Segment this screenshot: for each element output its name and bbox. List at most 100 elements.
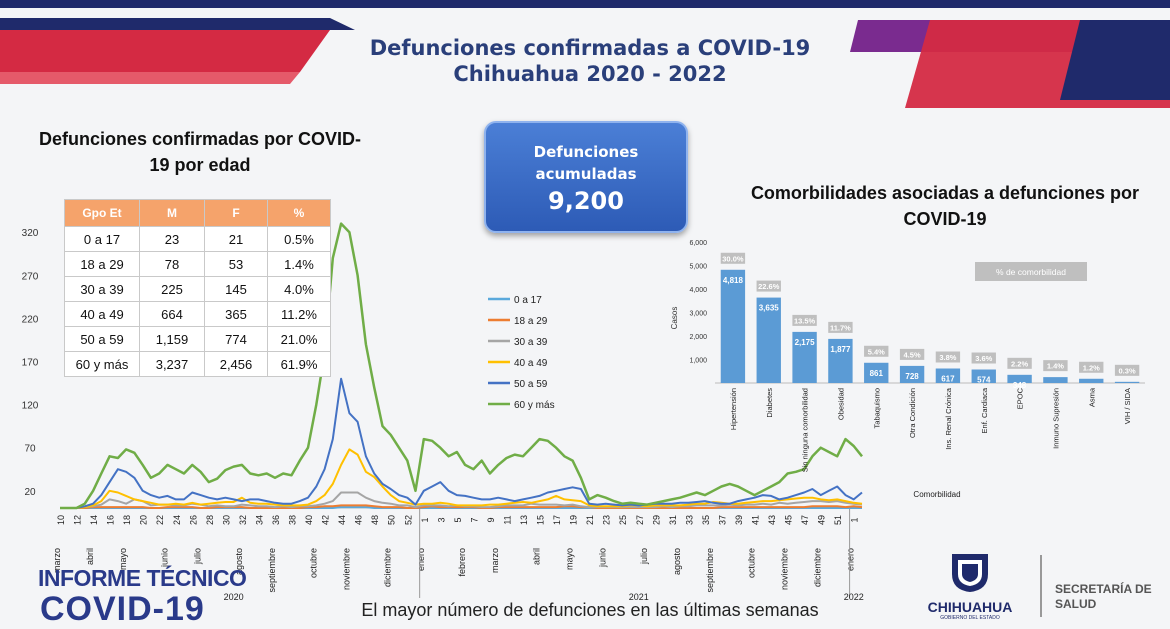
x-tick-label: 15 — [536, 515, 546, 525]
percent-label: 3.6% — [975, 354, 992, 363]
legend-box — [975, 262, 1087, 281]
bar-value-label: 348 — [1013, 381, 1027, 390]
x-tick-label: 5 — [453, 517, 463, 522]
brand-informe: INFORME TÉCNICO — [38, 565, 247, 591]
x-tick-label: 37 — [717, 515, 727, 525]
x-tick-label: 50 — [387, 515, 397, 525]
percent-label: 2.2% — [1011, 359, 1028, 368]
x-tick-label: 24 — [172, 515, 182, 525]
chihuahua-logo: CHIHUAHUA GOBIERNO DEL ESTADO — [920, 550, 1020, 621]
x-tick-label: 25 — [618, 515, 628, 525]
x-tick-label: 28 — [205, 515, 215, 525]
table-cell: 50 a 59 — [64, 326, 140, 352]
y-tick-label: 320 — [22, 228, 39, 239]
percent-label: 30.0% — [722, 254, 744, 263]
bar-category-label: Obesidad — [836, 388, 845, 420]
bar — [828, 338, 853, 383]
bar-category-label: Tabaquismo — [872, 388, 881, 428]
series-line-4 — [60, 377, 863, 509]
table-header-row: Gpo Et M F% — [64, 199, 331, 227]
banner-stripe-navy — [0, 18, 355, 30]
percent-label: 4.5% — [904, 350, 921, 359]
year-label: 2022 — [844, 592, 864, 602]
x-tick-label: 1 — [420, 517, 430, 522]
table-cell: 61.9% — [267, 351, 331, 377]
table-cell: 145 — [204, 276, 268, 302]
table-cell: 0.5% — [267, 226, 331, 252]
bar-category-label: Enf. Cardiaca — [980, 387, 989, 433]
bar — [935, 368, 961, 383]
percent-badge — [1043, 360, 1068, 372]
x-tick-label: 20 — [139, 515, 149, 525]
month-label: mayo — [118, 548, 128, 570]
bar-y-tick-label: 5,000 — [689, 264, 707, 271]
table-row: 30 a 39 225 145 4.0% — [64, 276, 331, 302]
month-label: junio — [598, 548, 608, 568]
accumulated-label-line1: Defunciones — [533, 143, 639, 161]
x-tick-label: 3 — [436, 517, 446, 522]
state-name: CHIHUAHUA — [927, 599, 1013, 615]
x-tick-label: 38 — [288, 515, 298, 525]
x-tick-label: 41 — [751, 515, 761, 525]
brand-covid: COVID-19 — [40, 590, 205, 628]
bar-category-label: Inmuno Supresión — [1051, 388, 1060, 449]
y-tick-label: 70 — [24, 444, 36, 455]
table-body: 0 a 17 23 21 0.5% 18 a 29 78 53 1.4% 30 a 39 225 1… — [64, 226, 331, 377]
bar — [1114, 381, 1140, 383]
month-label: abril — [85, 548, 95, 565]
percent-label: 1.4% — [1047, 362, 1064, 371]
y-tick-label: 120 — [22, 401, 39, 412]
x-tick-label: 11 — [502, 515, 512, 524]
month-label: marzo — [52, 548, 62, 573]
age-deaths-table: Gpo Et M F% 0 a 17 23 21 0.5% 18 a 29 78 53 1.4% 3… — [64, 199, 331, 377]
legend-label: 18 a 29 — [514, 316, 548, 327]
month-label: mayo — [565, 548, 575, 570]
x-tick-label: 52 — [403, 515, 413, 525]
table-cell: 3,237 — [139, 351, 205, 377]
bar — [1043, 377, 1068, 383]
y-tick-label: 220 — [22, 314, 39, 325]
comorbidity-bar-chart: 1,000 2,000 3,000 4,000 5,000 6,000 Casos 4,818… — [670, 240, 1145, 499]
table-cell: 78 — [139, 251, 205, 277]
table-cell: 60 y más — [64, 351, 140, 377]
bar-y-tick-label: 6,000 — [689, 240, 707, 247]
legend-label: 0 a 17 — [514, 295, 542, 306]
x-tick-label: 10 — [56, 515, 66, 525]
bar-value-label: 3,635 — [759, 304, 780, 313]
accumulated-deaths-label: Defunciones acumuladas — [486, 141, 686, 185]
percent-badge — [720, 252, 746, 264]
month-label: noviembre — [341, 548, 351, 590]
bar-value-label: 728 — [905, 372, 919, 381]
bar-category-label: EPOC — [1016, 387, 1025, 409]
table-header-3: % — [267, 199, 331, 227]
x-tick-label: 35 — [701, 515, 711, 525]
x-tick-label: 16 — [106, 515, 116, 525]
x-tick-label: 21 — [585, 515, 595, 525]
month-label: enero — [416, 548, 426, 571]
percent-badge — [935, 351, 961, 363]
bar — [1007, 374, 1032, 383]
x-tick-label: 22 — [155, 515, 165, 525]
legend-label: 40 a 49 — [514, 358, 548, 369]
month-label: febrero — [457, 548, 467, 577]
table-header-2: F — [204, 199, 268, 227]
x-tick-label: 44 — [337, 515, 347, 525]
month-label: agosto — [234, 548, 244, 575]
x-tick-label: 18 — [122, 515, 132, 525]
x-tick-label: 39 — [734, 515, 744, 525]
percent-badge — [792, 314, 817, 326]
month-label: diciembre — [383, 548, 393, 587]
table-row: 0 a 17 23 21 0.5% — [64, 226, 331, 252]
table-cell: 664 — [139, 301, 205, 327]
bar — [899, 365, 925, 383]
legend-label: 50 a 59 — [514, 379, 548, 390]
accumulated-deaths-card: Defunciones acumuladas 9,200 — [484, 121, 688, 233]
bar-y-tick-label: 3,000 — [689, 311, 707, 318]
table-cell: 53 — [204, 251, 268, 277]
table-cell: 11.2% — [267, 301, 331, 327]
accumulated-label-line2: acumuladas — [535, 165, 637, 183]
month-label: octubre — [308, 548, 318, 578]
bar-y-tick-label: 2,000 — [689, 334, 707, 341]
percent-label: 5.4% — [868, 347, 885, 356]
